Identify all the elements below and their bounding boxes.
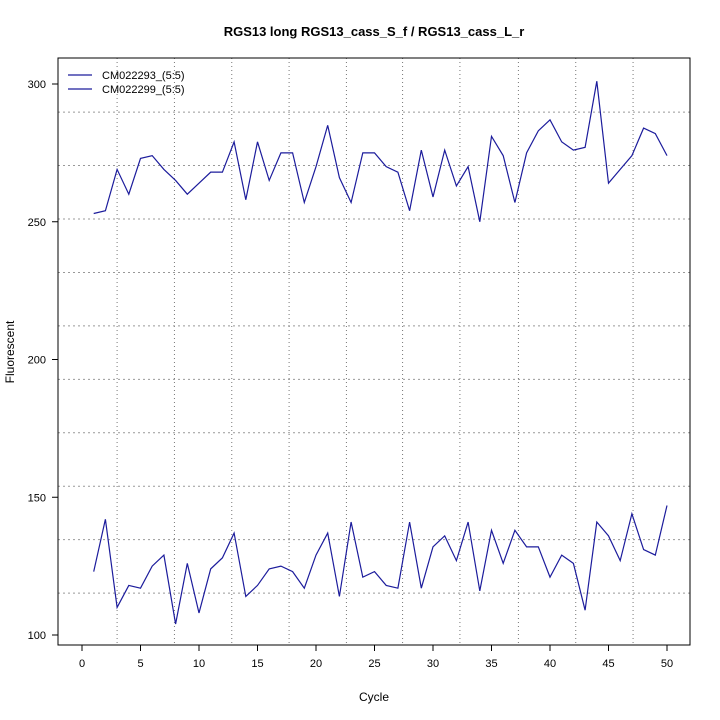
y-tick-label: 100 xyxy=(28,630,46,642)
plot-frame xyxy=(57,57,691,646)
x-axis-label: Cycle xyxy=(359,690,389,704)
y-tick-label: 150 xyxy=(28,492,46,504)
x-tick-label: 0 xyxy=(79,658,85,670)
x-tick-label: 15 xyxy=(251,658,263,670)
x-tick-label: 20 xyxy=(310,658,322,670)
legend: CM022293_(5:5) CM022299_(5:5) xyxy=(68,70,185,96)
x-tick-label: 5 xyxy=(137,658,143,670)
legend-label: CM022293_(5:5) xyxy=(102,70,185,82)
x-tick-label: 40 xyxy=(544,658,556,670)
x-tick-label: 45 xyxy=(602,658,614,670)
x-tick-label: 10 xyxy=(193,658,205,670)
legend-label: CM022299_(5:5) xyxy=(102,84,185,96)
x-tick-label: 50 xyxy=(661,658,673,670)
series-line xyxy=(93,505,668,625)
x-tick-label: 30 xyxy=(427,658,439,670)
chart-title: RGS13 long RGS13_cass_S_f / RGS13_cass_L… xyxy=(224,24,525,39)
y-tick-label: 300 xyxy=(28,79,46,91)
x-tick-label: 35 xyxy=(485,658,497,670)
series-line xyxy=(93,81,668,222)
x-tick-label: 25 xyxy=(368,658,380,670)
y-axis-label: Fluorescent xyxy=(3,320,17,383)
y-tick-label: 250 xyxy=(28,217,46,229)
y-tick-label: 200 xyxy=(28,355,46,367)
